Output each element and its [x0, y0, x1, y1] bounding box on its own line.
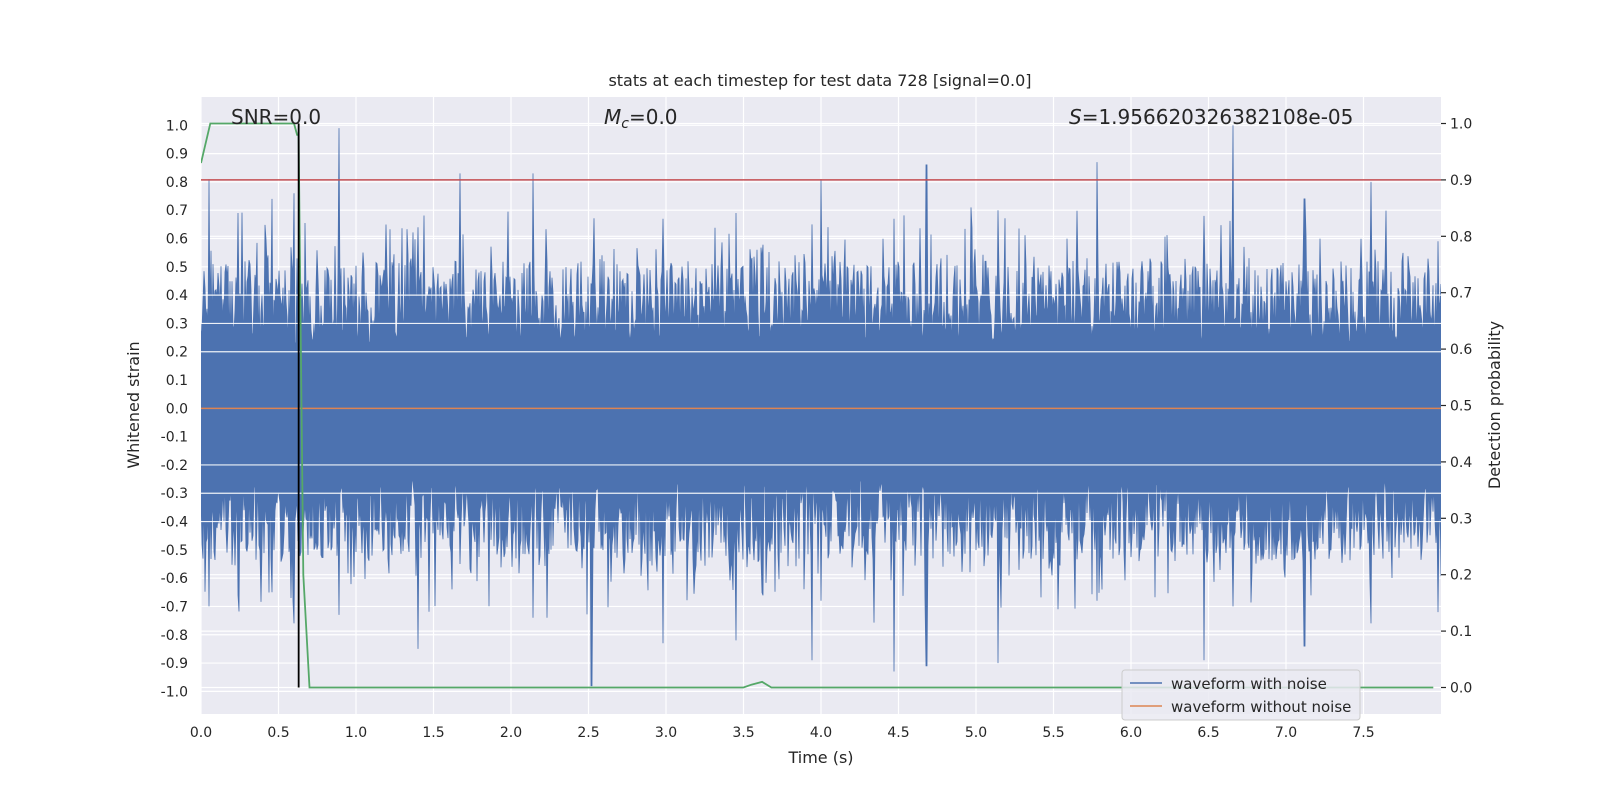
x-tick-label: 6.0	[1120, 725, 1142, 741]
y-left-tick-label: -0.7	[161, 599, 188, 615]
y-axis-left-ticks: 1.0 0.9 0.8 0.7 0.6 0.5 0.4 0.3 0.2 0.1 0.0 -0.1 -0.…	[161, 118, 188, 700]
y-right-tick-label: 0.2	[1450, 568, 1472, 584]
y-left-tick-label: -0.2	[161, 458, 188, 474]
y-left-tick-label: -0.1	[161, 430, 188, 446]
statistic-symbol: S	[1069, 105, 1082, 129]
y-right-tick-label: 0.6	[1450, 342, 1472, 358]
y-left-tick-label: -0.6	[161, 571, 188, 587]
y-axis-right-ticks: 1.0 0.9 0.8 0.7 0.6 0.5 0.4 0.3 0.2 0.1 0.0	[1441, 117, 1472, 696]
x-tick-label: 3.5	[732, 725, 754, 741]
y-right-tick-label: 0.1	[1450, 624, 1472, 640]
y-left-tick-label: -0.4	[161, 515, 188, 531]
x-tick-label: 4.0	[810, 725, 832, 741]
legend: waveform with noise waveform without noi…	[1121, 669, 1361, 721]
y-right-tick-label: 0.0	[1450, 680, 1472, 696]
snr-annotation: SNR=0.0	[231, 105, 321, 129]
statistic-value: =1.956620326382108e-05	[1082, 105, 1354, 129]
y-left-tick-label: 0.6	[166, 232, 188, 248]
y-axis-left-label: Whitened strain	[124, 341, 143, 468]
x-tick-label: 7.5	[1352, 725, 1374, 741]
snr-statistic-annotation: S=1.956620326382108e-05	[1069, 105, 1353, 129]
x-tick-label: 6.5	[1197, 725, 1219, 741]
chirp-mass-annotation: Mc=0.0	[604, 105, 678, 132]
y-left-tick-label: 0.9	[166, 147, 188, 163]
y-left-tick-label: -0.8	[161, 628, 188, 644]
y-right-tick-label: 0.5	[1450, 399, 1472, 415]
x-tick-label: 0.5	[267, 725, 289, 741]
y-left-tick-label: 0.5	[166, 260, 188, 276]
y-left-tick-label: -0.3	[161, 486, 188, 502]
x-tick-label: 5.5	[1042, 725, 1064, 741]
x-tick-label: 2.0	[500, 725, 522, 741]
y-axis-right-label: Detection probability	[1485, 321, 1504, 489]
series-detection-probability	[201, 122, 1434, 689]
x-axis-label: Time (s)	[787, 748, 853, 767]
y-right-tick-label: 0.9	[1450, 173, 1472, 189]
x-axis-ticks: 0.0 0.5 1.0 1.5 2.0 2.5 3.0 3.5 4.0 4.5 5.0 5.5 6.0 6…	[190, 725, 1375, 741]
y-left-tick-label: 0.3	[166, 316, 188, 332]
x-tick-label: 0.0	[190, 725, 212, 741]
y-left-tick-label: -0.9	[161, 656, 188, 672]
y-right-tick-label: 0.4	[1450, 455, 1472, 471]
y-right-tick-label: 1.0	[1450, 117, 1472, 133]
y-left-tick-label: 1.0	[166, 118, 188, 134]
y-left-tick-label: 0.7	[166, 203, 188, 219]
y-left-tick-label: 0.8	[166, 175, 188, 191]
x-tick-label: 2.5	[577, 725, 599, 741]
y-left-tick-label: 0.2	[166, 345, 188, 361]
x-tick-label: 7.0	[1275, 725, 1297, 741]
x-tick-label: 4.5	[887, 725, 909, 741]
y-left-tick-label: -1.0	[161, 684, 188, 700]
chirp-mass-symbol: M	[604, 105, 621, 129]
y-right-tick-label: 0.3	[1450, 511, 1472, 527]
y-left-tick-label: 0.4	[166, 288, 188, 304]
plot-layer	[201, 122, 1441, 689]
chirp-mass-subscript: c	[621, 116, 629, 132]
legend-box	[1121, 669, 1361, 721]
legend-label-clean: waveform without noise	[1171, 698, 1351, 716]
y-right-tick-label: 0.7	[1450, 286, 1472, 302]
y-left-tick-label: 0.1	[166, 373, 188, 389]
chart-title: stats at each timestep for test data 728…	[608, 71, 1031, 90]
y-left-tick-label: 0.0	[166, 401, 188, 417]
x-tick-label: 1.5	[422, 725, 444, 741]
y-right-tick-label: 0.8	[1450, 229, 1472, 245]
y-left-tick-label: -0.5	[161, 543, 188, 559]
chirp-mass-value: =0.0	[629, 105, 678, 129]
series-waveform-with-noise-lower	[201, 407, 1441, 687]
legend-label-noise: waveform with noise	[1171, 675, 1327, 693]
x-tick-label: 3.0	[655, 725, 677, 741]
x-tick-label: 5.0	[965, 725, 987, 741]
x-tick-label: 1.0	[345, 725, 367, 741]
